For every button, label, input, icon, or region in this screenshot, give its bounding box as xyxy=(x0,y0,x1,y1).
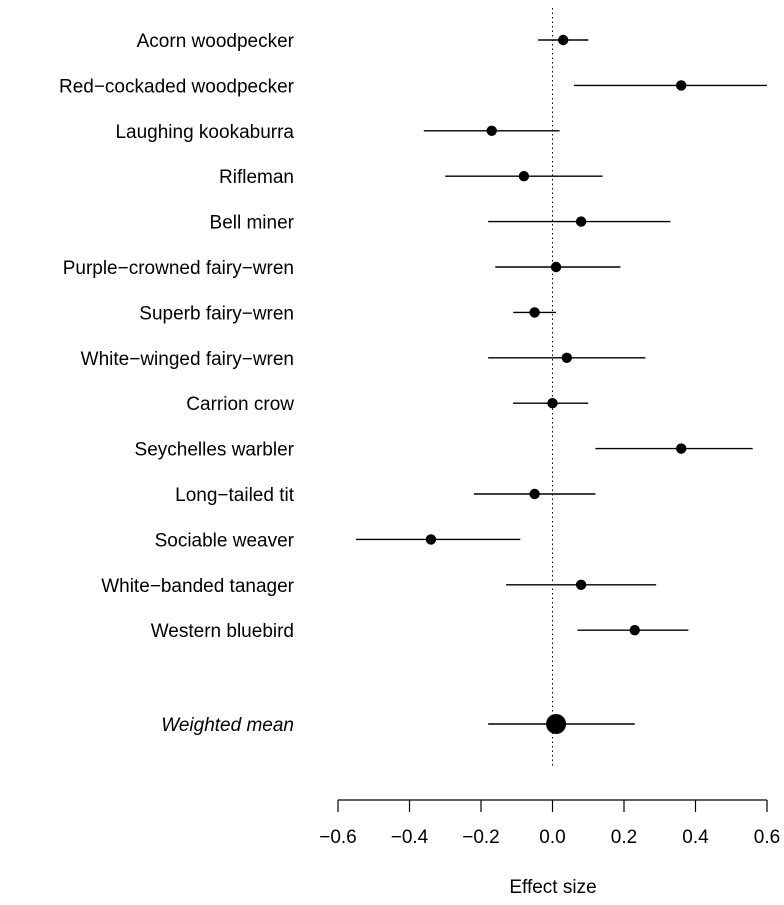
species-row: White−winged fairy−wren xyxy=(81,349,646,370)
species-label: Laughing kookaburra xyxy=(115,122,294,143)
species-row: Laughing kookaburra xyxy=(115,122,560,143)
species-row: Seychelles warbler xyxy=(135,440,753,461)
species-label: Acorn woodpecker xyxy=(137,31,295,52)
estimate-point xyxy=(529,488,540,500)
estimate-point xyxy=(529,307,540,318)
summary-point xyxy=(546,714,567,734)
species-label: Western bluebird xyxy=(151,621,294,642)
species-row: Superb fairy−wren xyxy=(139,303,557,324)
x-tick-label: 0.4 xyxy=(682,827,709,848)
species-row: Purple−crowned fairy−wren xyxy=(63,258,621,279)
x-tick-label: 0.6 xyxy=(754,827,780,848)
species-row: Rifleman xyxy=(219,167,603,188)
estimate-point xyxy=(425,534,437,545)
x-axis-label: Effect size xyxy=(509,877,596,898)
species-label: Sociable weaver xyxy=(155,530,295,551)
species-label: Superb fairy−wren xyxy=(139,303,294,324)
estimate-point xyxy=(486,125,497,136)
species-row: Western bluebird xyxy=(151,621,689,642)
estimate-point xyxy=(629,625,640,636)
estimate-point xyxy=(547,398,558,409)
estimate-point xyxy=(575,216,587,227)
species-label: Carrion crow xyxy=(186,394,294,415)
summary-label: Weighted mean xyxy=(161,715,294,736)
x-tick-label: 0.0 xyxy=(539,827,565,848)
species-label: White−winged fairy−wren xyxy=(81,349,294,370)
species-label: Rifleman xyxy=(219,167,294,188)
estimate-point xyxy=(676,80,687,91)
species-label: Red−cockaded woodpecker xyxy=(59,76,295,97)
species-label: Seychelles warbler xyxy=(135,440,295,461)
species-row: Red−cockaded woodpecker xyxy=(59,76,767,97)
summary-row: Weighted mean xyxy=(161,714,635,736)
estimate-point xyxy=(550,261,562,273)
estimate-point xyxy=(676,443,687,454)
x-tick-label: −0.6 xyxy=(319,827,357,848)
x-tick-label: −0.2 xyxy=(462,827,500,848)
species-row: White−banded tanager xyxy=(101,576,657,597)
species-row: Sociable weaver xyxy=(155,530,521,551)
species-row: Carrion crow xyxy=(186,394,589,415)
species-row: Acorn woodpecker xyxy=(137,31,589,52)
estimate-point xyxy=(518,171,530,182)
species-row: Long−tailed tit xyxy=(175,485,596,506)
estimate-point xyxy=(558,34,569,46)
estimate-point xyxy=(575,579,587,590)
x-tick-label: 0.2 xyxy=(611,827,637,848)
species-label: Long−tailed tit xyxy=(175,485,295,506)
estimate-point xyxy=(561,352,572,363)
species-label: Purple−crowned fairy−wren xyxy=(63,258,294,279)
x-tick-label: −0.4 xyxy=(391,827,429,848)
species-label: White−banded tanager xyxy=(101,576,294,597)
species-label: Bell miner xyxy=(210,213,295,234)
species-row: Bell miner xyxy=(210,213,671,234)
